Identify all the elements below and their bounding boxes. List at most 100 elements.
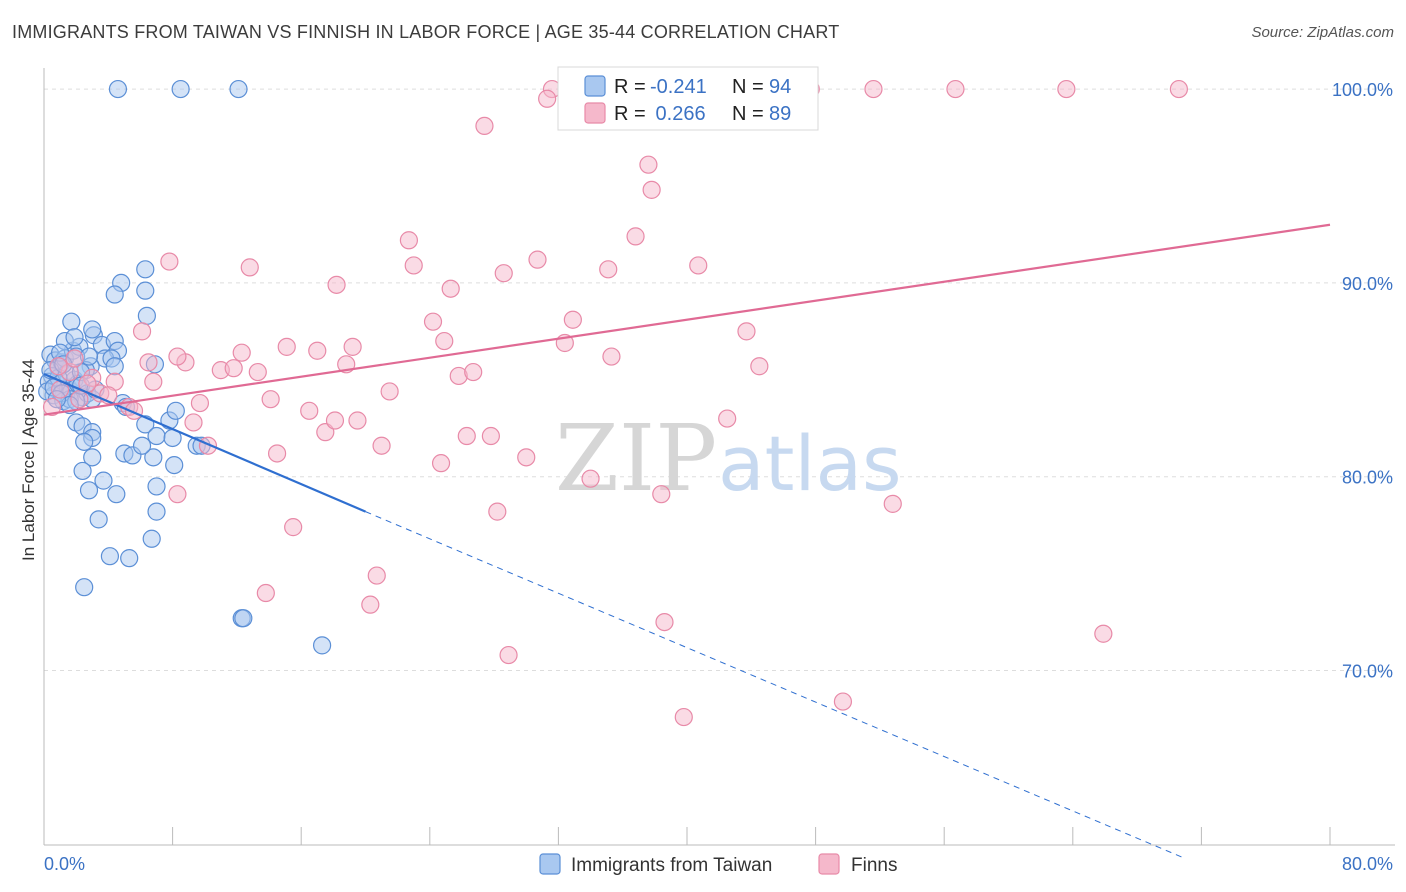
- point-finns-22: [240, 258, 259, 277]
- point-finns-52: [300, 401, 319, 420]
- point-finns-43: [464, 362, 483, 382]
- point-taiwan-67: [73, 461, 92, 481]
- point-finns-76: [499, 645, 518, 665]
- point-finns-9: [538, 89, 557, 108]
- bottom-legend-swatch-finns: [818, 853, 840, 875]
- point-taiwan-76: [100, 547, 120, 566]
- watermark-zip: ZIP: [555, 405, 717, 512]
- point-finns-62: [372, 436, 391, 455]
- x-tick-label-0: 0.0%: [44, 854, 85, 874]
- point-finns-28: [737, 322, 756, 341]
- point-taiwan-66: [83, 448, 102, 467]
- point-finns-53: [316, 423, 335, 442]
- point-finns-31: [308, 341, 327, 360]
- series-legend: Immigrants from Taiwan Finns: [539, 853, 897, 876]
- correlation-legend: R = -0.241 N = 94 R = 0.266 N = 89: [557, 66, 819, 131]
- point-finns-13: [626, 227, 645, 246]
- watermark: ZIP atlas: [555, 405, 902, 512]
- y-tick-label-3: 100.0%: [1332, 80, 1393, 100]
- point-finns-5: [864, 79, 883, 99]
- bottom-legend-label-taiwan: Immigrants from Taiwan: [571, 855, 772, 876]
- point-taiwan-0: [108, 79, 128, 99]
- point-finns-14: [399, 231, 419, 250]
- point-finns-70: [284, 518, 303, 537]
- point-taiwan-72: [107, 485, 126, 504]
- point-taiwan-41: [105, 285, 124, 304]
- point-finns-48: [190, 393, 210, 413]
- point-finns-30: [277, 337, 296, 356]
- point-taiwan-78: [75, 578, 94, 597]
- trend-lines: [43, 223, 1331, 860]
- legend-r-value-taiwan: -0.241: [650, 76, 707, 98]
- point-finns-8: [1169, 79, 1188, 99]
- point-taiwan-71: [79, 481, 99, 500]
- point-finns-36: [224, 359, 243, 378]
- point-finns-16: [441, 279, 460, 298]
- point-finns-88: [65, 349, 84, 368]
- point-taiwan-39: [83, 320, 102, 339]
- point-finns-33: [232, 343, 251, 362]
- point-taiwan-47: [105, 357, 124, 376]
- point-finns-66: [652, 485, 671, 504]
- point-finns-7: [1057, 79, 1076, 99]
- chart-title: IMMIGRANTS FROM TAIWAN VS FINNISH IN LAB…: [12, 22, 840, 42]
- legend-swatch-finns: [584, 102, 606, 124]
- y-axis-label: In Labor Force | Age 35-44: [19, 359, 38, 561]
- point-finns-68: [883, 494, 902, 513]
- trend-line-taiwan: [43, 372, 366, 513]
- point-finns-47: [261, 390, 280, 409]
- legend-r-label-taiwan: R =: [614, 76, 646, 98]
- point-taiwan-43: [136, 281, 155, 300]
- point-finns-21: [160, 252, 179, 271]
- point-finns-65: [581, 469, 600, 488]
- point-finns-58: [718, 409, 737, 428]
- trend-extension-taiwan: [365, 511, 1186, 860]
- point-finns-55: [348, 411, 367, 430]
- point-finns-12: [642, 180, 661, 199]
- legend-swatch-taiwan: [584, 75, 606, 97]
- legend-n-value-taiwan: 94: [769, 76, 791, 98]
- tick-labels: 70.0% 80.0% 90.0% 100.0% 0.0% 80.0%: [44, 80, 1393, 874]
- point-finns-75: [1094, 624, 1113, 643]
- legend-n-label-finns: N =: [732, 103, 764, 125]
- bottom-legend-swatch-taiwan: [539, 853, 561, 875]
- point-taiwan-1: [171, 79, 190, 99]
- point-finns-41: [132, 322, 152, 341]
- point-finns-54: [325, 411, 345, 430]
- point-finns-15: [528, 250, 547, 269]
- point-finns-17: [404, 256, 423, 275]
- series-finns-points: [42, 79, 1188, 727]
- point-finns-18: [494, 264, 513, 283]
- point-finns-6: [946, 79, 965, 99]
- point-finns-87: [49, 357, 68, 376]
- point-taiwan-80: [234, 609, 253, 628]
- grid-lines: [44, 88, 1395, 672]
- point-taiwan-42: [136, 260, 155, 279]
- point-finns-82: [42, 397, 62, 417]
- point-taiwan-61: [166, 401, 185, 420]
- point-finns-78: [674, 707, 693, 727]
- point-taiwan-2: [229, 79, 248, 99]
- point-finns-46: [380, 382, 399, 401]
- point-finns-45: [144, 372, 163, 391]
- point-taiwan-65: [132, 436, 152, 455]
- point-finns-71: [367, 566, 386, 585]
- source-label: Source: ZipAtlas.com: [1251, 24, 1394, 41]
- point-taiwan-74: [89, 510, 108, 529]
- point-taiwan-81: [312, 636, 332, 655]
- point-finns-56: [457, 426, 476, 446]
- point-finns-25: [563, 310, 582, 329]
- point-finns-73: [361, 595, 380, 614]
- point-taiwan-54: [75, 432, 94, 451]
- point-taiwan-77: [120, 549, 139, 568]
- point-finns-32: [343, 337, 362, 356]
- point-taiwan-44: [137, 306, 156, 325]
- point-finns-59: [184, 413, 203, 432]
- point-taiwan-64: [144, 448, 163, 467]
- point-finns-57: [481, 426, 500, 446]
- point-taiwan-38: [65, 328, 84, 347]
- legend-r-value-finns: 0.266: [650, 103, 706, 125]
- point-finns-67: [168, 485, 187, 504]
- point-finns-19: [689, 256, 708, 275]
